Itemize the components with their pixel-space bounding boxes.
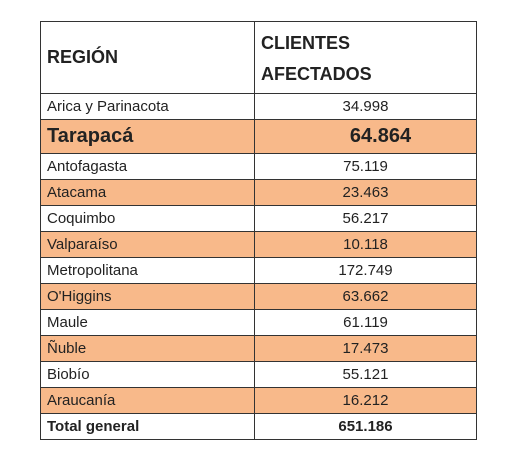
clients-cell: 16.212 — [254, 387, 477, 414]
table-row: Atacama 23.463 — [40, 179, 477, 206]
region-cell: Maule — [40, 309, 255, 336]
table-row: O'Higgins 63.662 — [40, 283, 477, 310]
region-cell: Antofagasta — [40, 153, 255, 180]
table-row: Ñuble 17.473 — [40, 335, 477, 362]
header-region: REGIÓN — [40, 21, 255, 94]
total-label: Total general — [40, 413, 255, 440]
clients-cell: 63.662 — [254, 283, 477, 310]
region-cell: Valparaíso — [40, 231, 255, 258]
clients-cell: 75.119 — [254, 153, 477, 180]
clients-cell: 55.121 — [254, 361, 477, 388]
header-clients: CLIENTES AFECTADOS — [254, 21, 477, 94]
header-clients-line2: AFECTADOS — [261, 63, 372, 84]
region-cell: Coquimbo — [40, 205, 255, 232]
clients-cell: 10.118 — [254, 231, 477, 258]
table-row: Biobío 55.121 — [40, 361, 477, 388]
clients-cell: 61.119 — [254, 309, 477, 336]
clients-cell: 17.473 — [254, 335, 477, 362]
affected-clients-table: REGIÓN CLIENTES AFECTADOS Arica y Parinac… — [40, 21, 477, 440]
clients-cell: 23.463 — [254, 179, 477, 206]
region-cell: Metropolitana — [40, 257, 255, 284]
table-row: Antofagasta 75.119 — [40, 153, 477, 180]
region-cell: Arica y Parinacota — [40, 93, 255, 120]
table-row: Arica y Parinacota 34.998 — [40, 93, 477, 120]
table-row: Maule 61.119 — [40, 309, 477, 336]
clients-cell: 172.749 — [254, 257, 477, 284]
header-row: REGIÓN CLIENTES AFECTADOS — [40, 21, 477, 94]
region-cell: Atacama — [40, 179, 255, 206]
total-value: 651.186 — [254, 413, 477, 440]
region-cell: Biobío — [40, 361, 255, 388]
clients-cell: 56.217 — [254, 205, 477, 232]
clients-cell: 34.998 — [254, 93, 477, 120]
table-row: Coquimbo 56.217 — [40, 205, 477, 232]
clients-cell: 64.864 — [254, 119, 477, 154]
total-row: Total general 651.186 — [40, 413, 477, 440]
table-row: Araucanía 16.212 — [40, 387, 477, 414]
region-cell: O'Higgins — [40, 283, 255, 310]
region-cell: Ñuble — [40, 335, 255, 362]
region-cell: Araucanía — [40, 387, 255, 414]
table-row: Valparaíso 10.118 — [40, 231, 477, 258]
header-clients-line1: CLIENTES — [261, 32, 351, 53]
region-cell: Tarapacá — [40, 119, 255, 154]
table-row: Metropolitana 172.749 — [40, 257, 477, 284]
table-row: Tarapacá 64.864 — [40, 119, 477, 154]
